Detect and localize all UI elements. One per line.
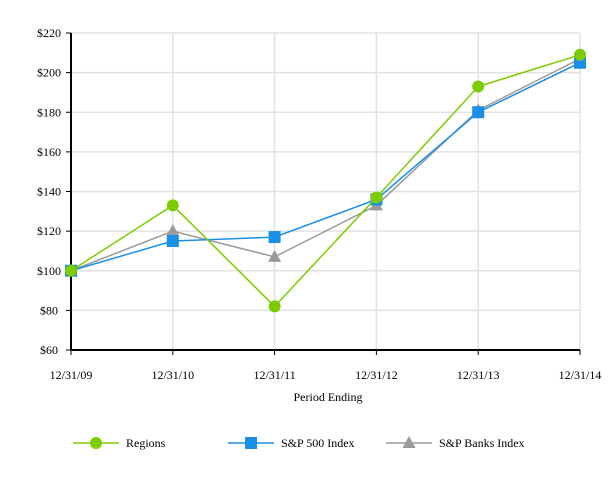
x-axis-label: Period Ending bbox=[294, 390, 363, 404]
y-tick-label: $180 bbox=[37, 105, 61, 119]
square-marker bbox=[268, 231, 281, 244]
x-tick-label: 12/31/09 bbox=[50, 368, 93, 382]
circle-marker bbox=[472, 80, 485, 93]
legend-label: Regions bbox=[126, 436, 166, 450]
circle-marker bbox=[166, 199, 179, 212]
triangle-marker bbox=[402, 436, 416, 448]
circle-marker bbox=[90, 437, 102, 449]
y-tick-label: $60 bbox=[40, 343, 58, 357]
square-marker bbox=[472, 106, 485, 119]
y-tick-label: $120 bbox=[37, 224, 61, 238]
y-tick-label: $80 bbox=[40, 303, 58, 317]
series-line bbox=[70, 54, 581, 308]
axes: $60 $80 $100 $120 $140 $160 $180 $200 $220 12/31/… bbox=[37, 26, 601, 382]
x-tick-label: 12/31/12 bbox=[355, 368, 398, 382]
series-regions bbox=[65, 48, 586, 313]
square-marker bbox=[245, 437, 257, 449]
series-line bbox=[70, 62, 581, 272]
square-marker bbox=[166, 235, 179, 248]
y-tick-label: $140 bbox=[37, 185, 61, 199]
x-tick-label: 12/31/11 bbox=[253, 368, 295, 382]
x-tick-label: 12/31/13 bbox=[457, 368, 500, 382]
x-tick-label: 12/31/14 bbox=[559, 368, 602, 382]
y-tick-label: $220 bbox=[37, 26, 61, 40]
circle-marker bbox=[65, 264, 77, 277]
legend-label: S&P Banks Index bbox=[439, 436, 525, 450]
series-s-p-banks-index bbox=[64, 51, 587, 276]
x-tick-label: 12/31/10 bbox=[151, 368, 194, 382]
circle-marker bbox=[268, 300, 281, 313]
legend: Regions S&P 500 Index S&P Banks Index bbox=[73, 436, 525, 450]
circle-marker bbox=[370, 191, 383, 204]
y-tick-label: $100 bbox=[37, 264, 61, 278]
circle-marker bbox=[574, 48, 586, 61]
series-group bbox=[64, 48, 587, 313]
grid bbox=[71, 32, 581, 351]
legend-label: S&P 500 Index bbox=[281, 436, 355, 450]
legend-item: Regions bbox=[73, 436, 166, 450]
y-tick-label: $200 bbox=[37, 66, 61, 80]
series-line bbox=[70, 58, 581, 272]
y-tick-label: $160 bbox=[37, 145, 61, 159]
triangle-marker bbox=[166, 224, 180, 237]
legend-item: S&P Banks Index bbox=[386, 436, 525, 450]
series-s-p-500-index bbox=[65, 56, 586, 277]
triangle-marker bbox=[268, 249, 282, 262]
legend-item: S&P 500 Index bbox=[228, 436, 355, 450]
